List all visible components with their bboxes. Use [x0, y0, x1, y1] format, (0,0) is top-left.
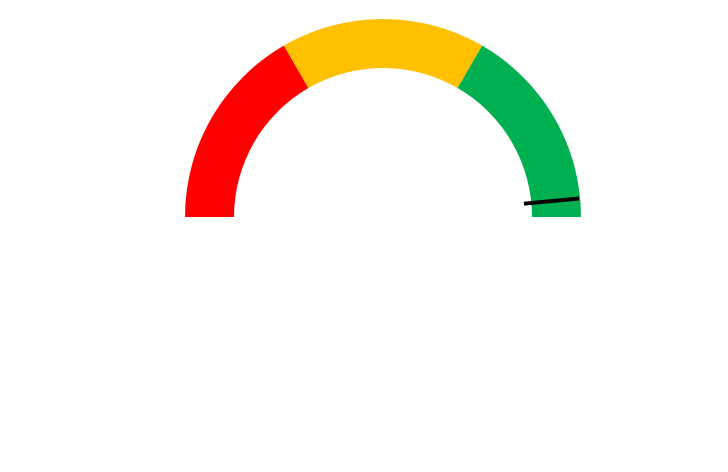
- gauge-band-3: [457, 45, 581, 217]
- gauge-needle-layer: [523, 196, 580, 206]
- gauge-needle: [523, 196, 580, 206]
- gauge-bands: [185, 19, 581, 217]
- gauge-band-2: [283, 19, 483, 89]
- gauge-band-1: [185, 45, 309, 217]
